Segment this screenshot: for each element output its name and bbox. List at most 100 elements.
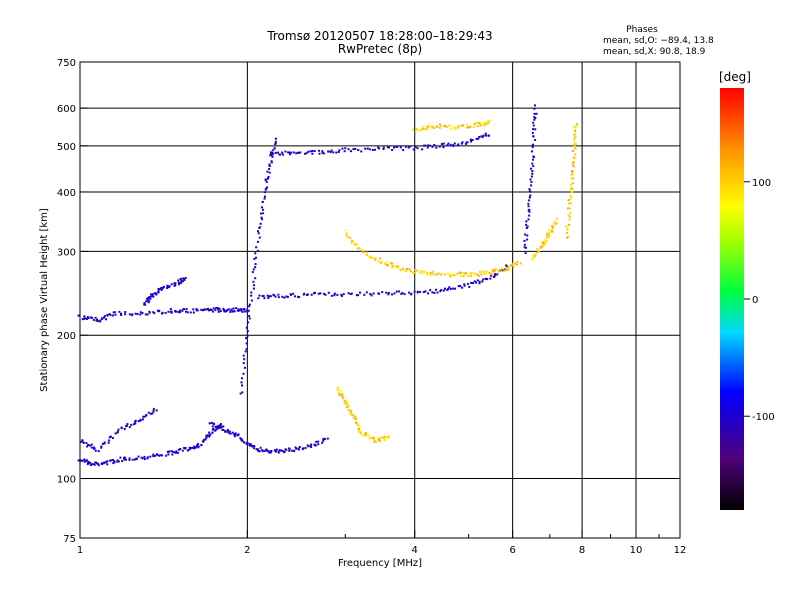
data-point	[510, 263, 513, 266]
data-point	[483, 124, 486, 127]
data-point	[297, 151, 300, 154]
data-point	[536, 247, 539, 250]
data-point	[462, 124, 465, 127]
data-point	[365, 251, 368, 254]
data-point	[412, 148, 415, 151]
data-point	[179, 310, 182, 313]
data-point	[260, 216, 263, 219]
data-point	[172, 451, 175, 454]
data-point	[139, 311, 142, 314]
data-point	[93, 463, 96, 466]
data-point	[157, 289, 160, 292]
data-point	[250, 299, 253, 302]
data-point	[395, 290, 398, 293]
data-point	[313, 150, 316, 153]
data-point	[121, 460, 124, 463]
data-point	[544, 239, 547, 242]
data-point	[233, 433, 236, 436]
data-point	[321, 150, 324, 153]
data-point	[281, 153, 284, 156]
data-point	[447, 272, 450, 275]
data-point	[459, 271, 462, 274]
data-point	[543, 242, 546, 245]
data-point	[494, 268, 497, 271]
data-point	[391, 149, 394, 152]
data-point	[200, 308, 203, 311]
data-point	[101, 442, 104, 445]
data-point	[423, 144, 426, 147]
data-point	[111, 437, 114, 440]
data-point	[96, 319, 99, 322]
data-point	[448, 128, 451, 131]
data-point	[567, 199, 570, 202]
data-point	[188, 446, 191, 449]
data-point	[124, 458, 127, 461]
data-point	[246, 321, 249, 324]
data-point	[351, 239, 354, 242]
data-point	[532, 128, 535, 131]
data-point	[263, 449, 266, 452]
colorbar-label: [deg]	[719, 70, 751, 84]
data-point	[162, 285, 165, 288]
data-point	[531, 162, 534, 165]
data-point	[167, 310, 170, 313]
data-point	[321, 441, 324, 444]
data-point	[88, 444, 91, 447]
data-point	[238, 309, 241, 312]
data-point	[243, 310, 246, 313]
data-point	[572, 177, 575, 180]
data-point	[392, 146, 395, 149]
data-point	[382, 146, 385, 149]
colorbar-tick-label: 100	[752, 178, 771, 189]
data-point	[345, 406, 348, 409]
data-point	[152, 409, 155, 412]
data-point	[381, 291, 384, 294]
data-point	[573, 138, 576, 141]
data-point	[431, 125, 434, 128]
data-point	[525, 226, 528, 229]
data-point	[358, 247, 361, 250]
data-point	[264, 188, 267, 191]
data-point	[217, 310, 220, 313]
data-point	[209, 308, 212, 311]
data-point	[444, 273, 447, 276]
data-point	[296, 151, 299, 154]
x-tick-label: 1	[77, 545, 83, 556]
data-point	[490, 274, 493, 277]
data-point	[285, 295, 288, 298]
data-point	[235, 307, 238, 310]
data-point	[120, 312, 123, 315]
data-point	[479, 122, 482, 125]
data-point	[298, 296, 301, 299]
data-point	[271, 151, 274, 154]
data-point	[568, 207, 571, 210]
data-point	[261, 449, 264, 452]
data-point	[148, 300, 151, 303]
data-point	[252, 280, 255, 283]
data-point	[357, 428, 360, 431]
data-point	[568, 223, 571, 226]
data-point	[473, 122, 476, 125]
data-point	[499, 268, 502, 271]
data-point	[512, 262, 515, 265]
data-point	[466, 282, 469, 285]
data-point	[366, 147, 369, 150]
data-point	[146, 457, 149, 460]
data-point	[360, 150, 363, 153]
data-point	[253, 257, 256, 260]
data-point	[487, 121, 490, 124]
data-point	[273, 449, 276, 452]
data-point	[255, 448, 258, 451]
data-point	[179, 277, 182, 280]
data-point	[337, 151, 340, 154]
data-point	[566, 207, 569, 210]
stats-line-o: mean, sd,O: −89.4, 13.8	[603, 36, 714, 46]
data-point	[492, 270, 495, 273]
data-point	[531, 150, 534, 153]
data-point	[100, 445, 103, 448]
data-point	[242, 308, 245, 311]
data-point	[574, 128, 577, 131]
data-point	[311, 152, 314, 155]
data-point	[573, 125, 576, 128]
data-points	[77, 104, 578, 467]
